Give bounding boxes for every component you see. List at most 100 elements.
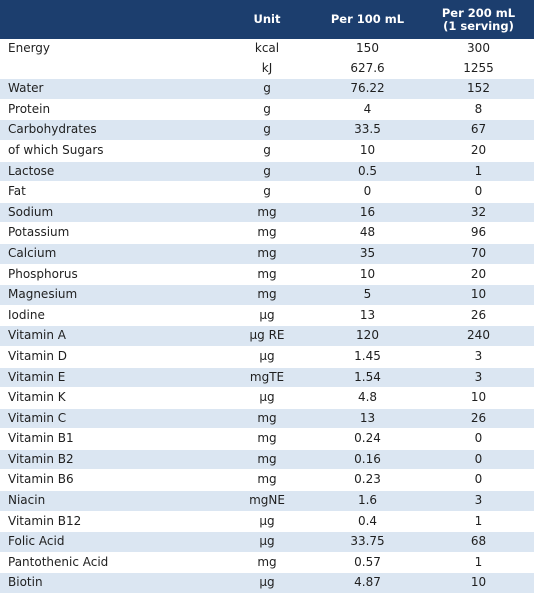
nutrient-name: Niacin bbox=[0, 490, 222, 512]
nutrient-unit: mg bbox=[222, 428, 312, 450]
table-row: Carbohydrates g 33.5 67 bbox=[0, 119, 534, 141]
value-per-200ml: 0 bbox=[423, 448, 534, 470]
table-header: Unit Per 100 mL Per 200 mL (1 serving) bbox=[0, 0, 534, 39]
value-per-200ml: 0 bbox=[423, 428, 534, 450]
nutrient-name: Lactose bbox=[0, 160, 222, 182]
value-per-100ml: 4 bbox=[312, 98, 423, 120]
table-row: Vitamin B2 mg 0.16 0 bbox=[0, 448, 534, 470]
table-row: Energy kcal 150 300 bbox=[0, 39, 534, 59]
header-per-200ml: Per 200 mL (1 serving) bbox=[423, 0, 534, 39]
nutrient-name: Magnesium bbox=[0, 284, 222, 306]
value-per-100ml: 1.6 bbox=[312, 490, 423, 512]
value-per-100ml: 0.23 bbox=[312, 469, 423, 491]
header-row: Unit Per 100 mL Per 200 mL (1 serving) bbox=[0, 0, 534, 39]
value-per-200ml: 20 bbox=[423, 139, 534, 162]
nutrient-unit: mg bbox=[222, 263, 312, 285]
value-per-200ml: 10 bbox=[423, 387, 534, 409]
table-row: Sodium mg 16 32 bbox=[0, 201, 534, 223]
value-per-200ml: 1 bbox=[423, 510, 534, 532]
nutrient-unit: mgNE bbox=[222, 490, 312, 512]
value-per-100ml: 16 bbox=[312, 201, 423, 223]
nutrient-name: Vitamin E bbox=[0, 366, 222, 388]
nutrient-unit: kcal bbox=[254, 41, 280, 55]
value-per-100ml: 13 bbox=[312, 304, 423, 326]
value-per-200ml: 1255 bbox=[463, 60, 494, 75]
nutrient-unit: mg bbox=[222, 551, 312, 573]
value-per-200ml: 1 bbox=[423, 551, 534, 573]
nutrient-unit: kJ bbox=[261, 60, 273, 75]
nutrient-name: Folic Acid bbox=[0, 531, 222, 553]
value-per-100ml: 4.87 bbox=[312, 572, 423, 593]
value-per-200ml: 96 bbox=[423, 222, 534, 244]
header-per-100ml-label: Per 100 mL bbox=[330, 12, 405, 26]
table-row: Vitamin B6 mg 0.23 0 bbox=[0, 469, 534, 491]
value-per-100ml: 4.8 bbox=[312, 387, 423, 409]
value-per-200ml: 0 bbox=[423, 181, 534, 203]
value-per-100ml: 76.22 bbox=[312, 78, 423, 100]
nutrient-unit: g bbox=[222, 78, 312, 100]
value-per-200ml: 1 bbox=[423, 160, 534, 182]
nutrient-name: Vitamin D bbox=[0, 345, 222, 367]
value-per-100ml: 1.45 bbox=[312, 345, 423, 367]
nutrient-unit: µg RE bbox=[222, 325, 312, 347]
value-per-200ml: 240 bbox=[423, 325, 534, 347]
nutrient-name: Energy bbox=[8, 41, 51, 55]
table-row: Lactose g 0.5 1 bbox=[0, 160, 534, 182]
table-row: Niacin mgNE 1.6 3 bbox=[0, 490, 534, 512]
nutrient-name: Biotin bbox=[0, 572, 222, 593]
nutrient-unit: µg bbox=[222, 510, 312, 532]
value-per-200ml: 67 bbox=[423, 119, 534, 141]
value-per-200ml: 8 bbox=[423, 98, 534, 120]
nutrient-name: Fat bbox=[0, 181, 222, 203]
nutrient-unit: µg bbox=[222, 531, 312, 553]
nutrient-unit: mg bbox=[222, 222, 312, 244]
table-row: kJ 627.6 1255 bbox=[0, 58, 534, 79]
value-per-100ml: 10 bbox=[312, 139, 423, 162]
value-per-100ml: 48 bbox=[312, 222, 423, 244]
value-per-200ml: 20 bbox=[423, 263, 534, 285]
table-row: Iodine µg 13 26 bbox=[0, 304, 534, 326]
nutrient-unit: mg bbox=[222, 448, 312, 470]
nutrient-unit: mg bbox=[222, 407, 312, 429]
table-body: Energy kcal 150 300 kJ 627.6 1255 Water g 76.22 15… bbox=[0, 39, 534, 593]
value-per-200ml: 26 bbox=[423, 407, 534, 429]
nutrient-name: Water bbox=[0, 78, 222, 100]
nutrient-name: Pantothenic Acid bbox=[0, 551, 222, 573]
value-per-200ml: 26 bbox=[423, 304, 534, 326]
value-per-200ml: 300 bbox=[467, 41, 490, 55]
nutrient-name: Vitamin K bbox=[0, 387, 222, 409]
value-per-100ml: 5 bbox=[312, 284, 423, 306]
value-per-100ml: 120 bbox=[312, 325, 423, 347]
nutrient-unit: mg bbox=[222, 469, 312, 491]
value-per-100ml: 0 bbox=[312, 181, 423, 203]
nutrient-unit: g bbox=[222, 139, 312, 162]
nutrient-unit: g bbox=[222, 119, 312, 141]
table-row: Pantothenic Acid mg 0.57 1 bbox=[0, 551, 534, 573]
value-per-200ml: 3 bbox=[423, 345, 534, 367]
table-row: Phosphorus mg 10 20 bbox=[0, 263, 534, 285]
header-name bbox=[0, 0, 222, 39]
nutrient-name bbox=[0, 59, 222, 79]
nutrient-unit: mgTE bbox=[222, 366, 312, 388]
value-per-200ml: 32 bbox=[423, 201, 534, 223]
nutrient-name: Vitamin B2 bbox=[0, 448, 222, 470]
nutrient-name: Vitamin B12 bbox=[0, 510, 222, 532]
table-row: Calcium mg 35 70 bbox=[0, 242, 534, 265]
value-per-200ml: 0 bbox=[423, 469, 534, 491]
value-per-200ml: 10 bbox=[423, 284, 534, 306]
value-per-200ml: 152 bbox=[423, 78, 534, 100]
value-per-100ml: 0.24 bbox=[312, 428, 423, 450]
table-row: Folic Acid µg 33.75 68 bbox=[0, 531, 534, 553]
nutrient-unit: g bbox=[222, 181, 312, 203]
value-per-200ml: 68 bbox=[423, 531, 534, 553]
table-row: Vitamin B12 µg 0.4 1 bbox=[0, 510, 534, 532]
table-row: Potassium mg 48 96 bbox=[0, 222, 534, 244]
nutrient-name: Vitamin A bbox=[0, 325, 222, 347]
value-per-100ml: 33.75 bbox=[312, 531, 423, 553]
table-row: Vitamin B1 mg 0.24 0 bbox=[0, 428, 534, 450]
